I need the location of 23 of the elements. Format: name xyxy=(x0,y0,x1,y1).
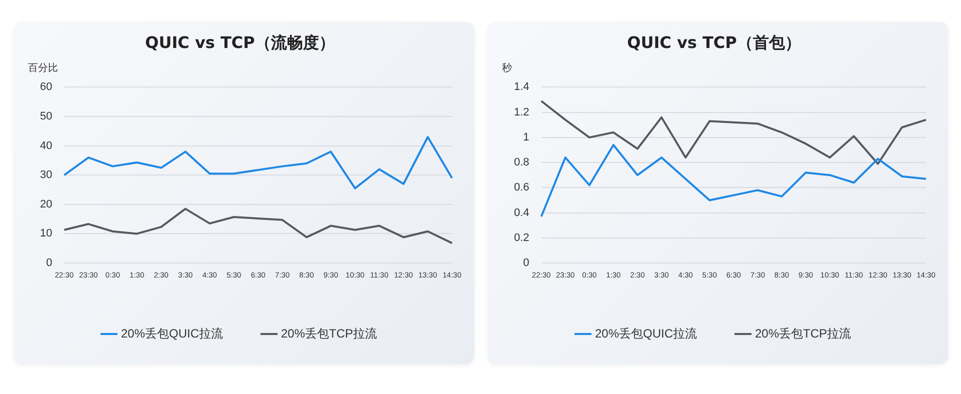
y-tick-label: 0.8 xyxy=(514,156,530,169)
y-tick-label: 40 xyxy=(40,140,52,152)
y-tick-label: 10 xyxy=(40,228,52,240)
legend-label: 20%丢包QUIC拉流 xyxy=(594,326,698,340)
y-axis-title: 百分比 xyxy=(28,62,58,74)
y-tick-label: 0.2 xyxy=(514,232,530,244)
y-tick-label: 1.2 xyxy=(514,106,530,118)
y-tick-label: 0 xyxy=(46,257,52,270)
y-tick-label: 60 xyxy=(40,81,52,94)
y-tick-label: 0.6 xyxy=(514,182,530,194)
legend-label: 20%丢包TCP拉流 xyxy=(755,326,852,340)
y-axis-title: 秒 xyxy=(502,62,512,74)
y-tick-label: 30 xyxy=(40,169,52,182)
y-tick-label: 0 xyxy=(523,257,530,270)
chart-title: QUIC vs TCP（流畅度） xyxy=(145,32,335,52)
y-tick-label: 0.4 xyxy=(514,206,530,219)
y-tick-label: 50 xyxy=(40,110,52,123)
y-tick-label: 1 xyxy=(523,131,530,144)
chart-title: QUIC vs TCP（首包） xyxy=(627,32,801,52)
y-tick-label: 20 xyxy=(40,198,52,210)
legend-label: 20%丢包QUIC拉流 xyxy=(120,326,224,340)
legend-label: 20%丢包TCP拉流 xyxy=(281,326,378,340)
y-tick-label: 1.4 xyxy=(514,81,530,94)
